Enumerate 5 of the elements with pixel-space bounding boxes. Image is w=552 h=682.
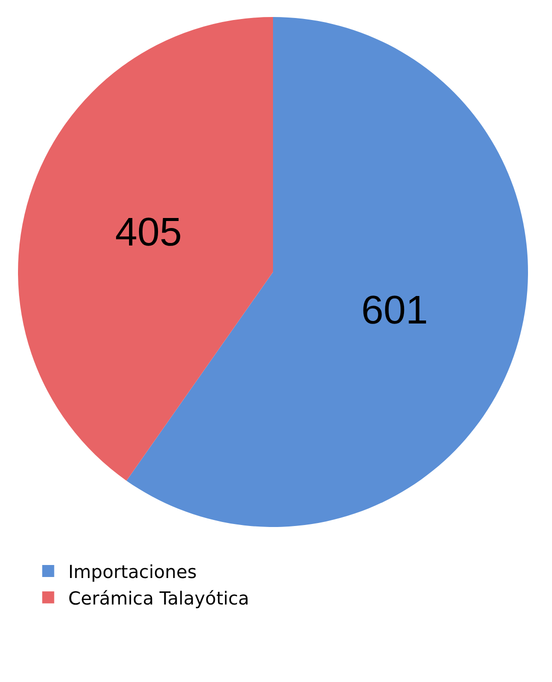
data-label: 601 xyxy=(361,288,428,332)
data-label: 405 xyxy=(115,210,182,255)
legend-label: Importaciones xyxy=(68,562,197,584)
pie-slice xyxy=(18,17,273,481)
legend-label: Cerámica Talayótica xyxy=(68,588,250,610)
